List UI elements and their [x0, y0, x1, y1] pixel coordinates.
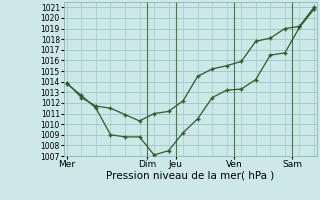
X-axis label: Pression niveau de la mer( hPa ): Pression niveau de la mer( hPa ) [106, 171, 275, 181]
